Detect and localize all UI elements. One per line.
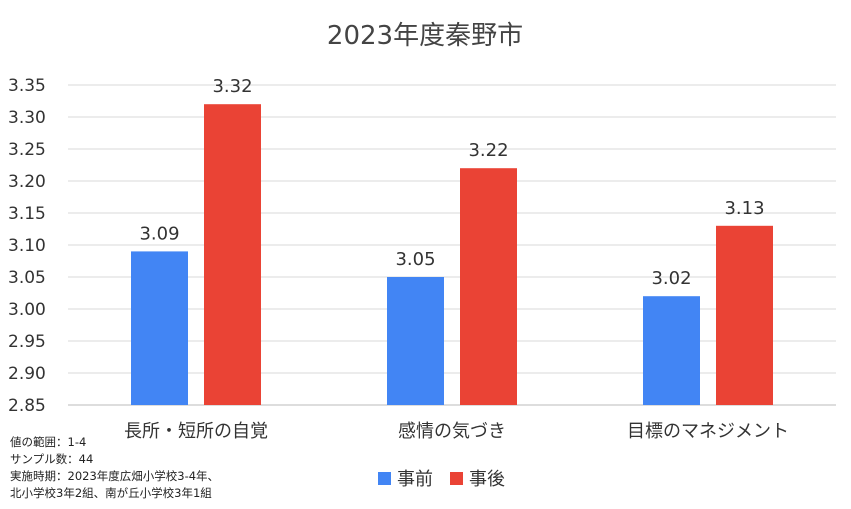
bar-before	[131, 251, 188, 405]
bar-after	[204, 104, 261, 405]
note-sample-size: サンプル数：44	[10, 452, 94, 466]
x-axis-tick-labels: 長所・短所の自覚 感情の気づき 目標のマネジメント	[124, 421, 789, 442]
legend-label: 事前	[397, 469, 433, 490]
x-tick-label: 感情の気づき	[398, 421, 506, 442]
x-tick-label: 目標のマネジメント	[627, 421, 789, 442]
data-label: 3.09	[139, 223, 179, 244]
legend: 事前 事後	[378, 469, 505, 490]
bar-after	[716, 225, 773, 405]
legend-item-before: 事前	[378, 469, 433, 490]
bar-before	[643, 296, 700, 405]
y-tick-label: 2.90	[8, 364, 46, 384]
data-label: 3.05	[395, 249, 435, 270]
y-tick-label: 3.20	[8, 172, 46, 192]
legend-swatch	[378, 472, 391, 485]
y-tick-label: 3.35	[8, 76, 46, 96]
data-label: 3.13	[724, 198, 764, 219]
data-label: 3.32	[212, 76, 252, 97]
bars	[131, 104, 773, 405]
note-period-line-2: 北小学校3年2組、南が丘小学校3年1組	[10, 486, 212, 500]
y-tick-label: 2.95	[8, 332, 46, 352]
y-tick-label: 3.25	[8, 140, 46, 160]
x-tick-label: 長所・短所の自覚	[124, 421, 268, 442]
legend-label: 事後	[469, 469, 505, 490]
legend-item-after: 事後	[450, 469, 505, 490]
chart-notes: 値の範囲：1-4 サンプル数：44 実施時期：2023年度広畑小学校3-4年、 …	[10, 434, 219, 502]
y-tick-label: 2.85	[8, 396, 46, 416]
data-label: 3.02	[651, 268, 691, 289]
y-tick-label: 3.15	[8, 204, 46, 224]
y-tick-label: 3.05	[8, 268, 46, 288]
y-axis-tick-labels: 3.35 3.30 3.25 3.20 3.15 3.10 3.05 3.00 2.95 2.90…	[8, 76, 46, 416]
data-label: 3.22	[468, 140, 508, 161]
y-tick-label: 3.30	[8, 108, 46, 128]
y-tick-label: 3.10	[8, 236, 46, 256]
gridlines	[68, 84, 836, 406]
note-value-range: 値の範囲：1-4	[10, 435, 87, 449]
legend-swatch	[450, 472, 463, 485]
y-tick-label: 3.00	[8, 300, 46, 320]
bar-before	[387, 277, 444, 405]
note-period-line-1: 実施時期：2023年度広畑小学校3-4年、	[10, 469, 220, 483]
data-labels: 3.09 3.32 3.05 3.22 3.02 3.13	[139, 76, 764, 289]
bar-after	[460, 168, 517, 405]
chart-title: 2023年度秦野市	[327, 21, 523, 51]
